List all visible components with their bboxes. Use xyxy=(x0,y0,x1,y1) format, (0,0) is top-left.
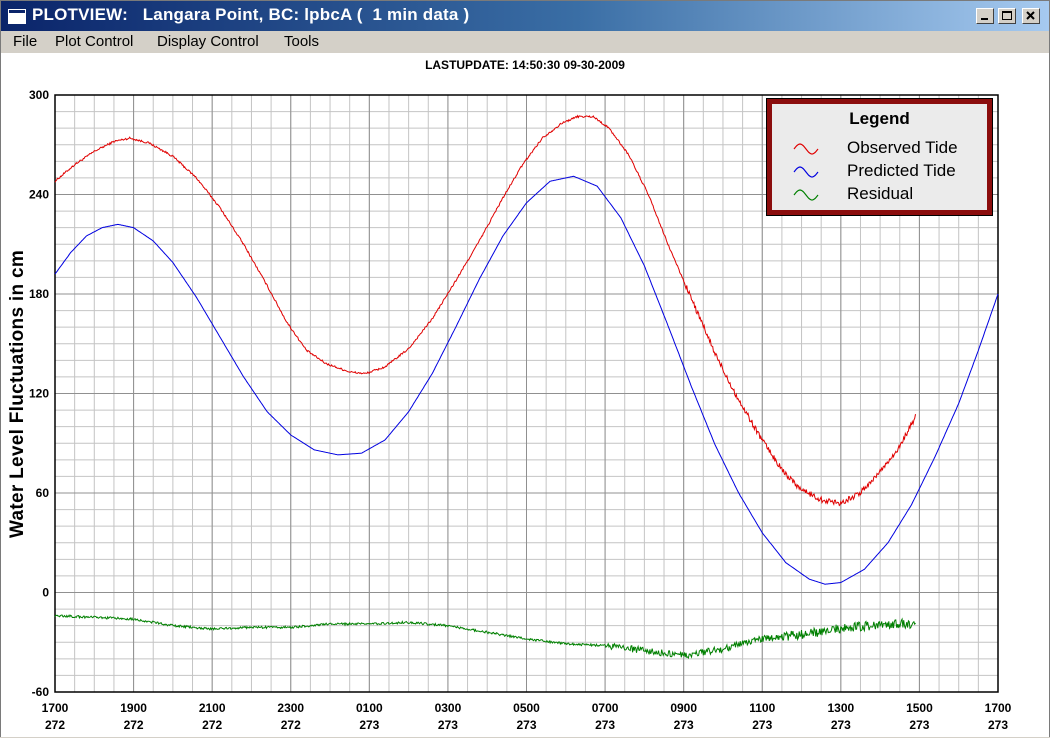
y-tick-label: 120 xyxy=(29,387,49,401)
predicted-swatch-icon xyxy=(793,166,819,178)
x-tick-label-day: 273 xyxy=(831,718,851,732)
menu-bar: File Plot Control Display Control Tools xyxy=(1,31,1049,53)
series-line-residual xyxy=(54,614,916,660)
y-tick-label: 0 xyxy=(42,586,49,600)
plot-frame xyxy=(54,94,999,693)
x-tick-label-day: 273 xyxy=(359,718,379,732)
x-tick-label-time: 1900 xyxy=(120,701,147,715)
last-update-label: LASTUPDATE: 14:50:30 09-30-2009 xyxy=(425,58,625,72)
y-tick-label: 180 xyxy=(29,287,49,301)
close-button[interactable] xyxy=(1022,8,1040,24)
x-tick-label-day: 273 xyxy=(516,718,536,732)
menu-plot-control[interactable]: Plot Control xyxy=(55,33,134,50)
x-tick-label-time: 0100 xyxy=(356,701,383,715)
close-icon xyxy=(1026,11,1035,20)
legend-entry-predicted: Predicted Tide xyxy=(784,161,984,183)
x-tick-label-time: 0300 xyxy=(435,701,462,715)
legend-entry-residual: Residual xyxy=(784,184,984,206)
menu-tools[interactable]: Tools xyxy=(284,33,320,50)
minimize-button[interactable] xyxy=(976,8,994,24)
series-line-observed xyxy=(54,114,916,507)
legend-entry-observed: Observed Tide xyxy=(784,138,984,160)
app-icon[interactable] xyxy=(8,9,26,24)
x-tick-label-time: 0900 xyxy=(670,701,697,715)
x-tick-label-day: 273 xyxy=(595,718,615,732)
plot-area: LASTUPDATE: 14:50:30 09-30-2009 Water Le… xyxy=(1,53,1049,737)
series-layer xyxy=(54,114,999,660)
x-tick-label-day: 273 xyxy=(752,718,772,732)
x-tick-label-time: 0500 xyxy=(513,701,540,715)
x-tick-label-day: 272 xyxy=(124,718,144,732)
y-tick-label: 240 xyxy=(29,188,49,202)
minimize-icon xyxy=(981,18,988,20)
y-tick-label: 300 xyxy=(29,88,49,102)
title-bar[interactable]: PLOTVIEW: Langara Point, BC: lpbcA ( 1 m… xyxy=(1,1,1049,31)
window-title: PLOTVIEW: Langara Point, BC: lpbcA ( 1 m… xyxy=(32,5,470,24)
x-tick-label-time: 1300 xyxy=(827,701,854,715)
axes: 300 240 180 120 60 0 -60 1700 272 1900 272 2100 272 2… xyxy=(29,88,1012,732)
menu-file[interactable]: File xyxy=(13,33,38,50)
x-tick-label-time: 1700 xyxy=(985,701,1012,715)
series-line-predicted xyxy=(54,175,999,585)
x-tick-label-time: 2300 xyxy=(277,701,304,715)
y-tick-label: -60 xyxy=(32,685,50,699)
legend-label-predicted: Predicted Tide xyxy=(847,161,956,180)
x-tick-label-day: 272 xyxy=(281,718,301,732)
x-tick-label-day: 272 xyxy=(202,718,222,732)
observed-swatch-icon xyxy=(793,143,819,155)
y-tick-label: 60 xyxy=(36,486,50,500)
x-tick-label-day: 273 xyxy=(909,718,929,732)
x-tick-label-day: 273 xyxy=(438,718,458,732)
maximize-button[interactable] xyxy=(998,8,1016,24)
legend-label-residual: Residual xyxy=(847,184,914,203)
x-tick-label-time: 1700 xyxy=(42,701,69,715)
legend[interactable]: Legend Observed Tide Predicted Tide Resi… xyxy=(766,98,993,216)
menu-display-control[interactable]: Display Control xyxy=(157,33,259,50)
legend-title: Legend xyxy=(849,109,910,128)
x-tick-label-day: 272 xyxy=(45,718,65,732)
x-tick-label-time: 2100 xyxy=(199,701,226,715)
legend-label-observed: Observed Tide xyxy=(847,138,958,157)
x-tick-label-time: 1100 xyxy=(749,701,775,715)
x-tick-label-day: 273 xyxy=(988,718,1008,732)
x-tick-label-day: 273 xyxy=(674,718,694,732)
residual-swatch-icon xyxy=(793,189,819,201)
maximize-icon xyxy=(1002,11,1012,20)
x-tick-label-time: 0700 xyxy=(592,701,619,715)
x-tick-label-time: 1500 xyxy=(906,701,933,715)
